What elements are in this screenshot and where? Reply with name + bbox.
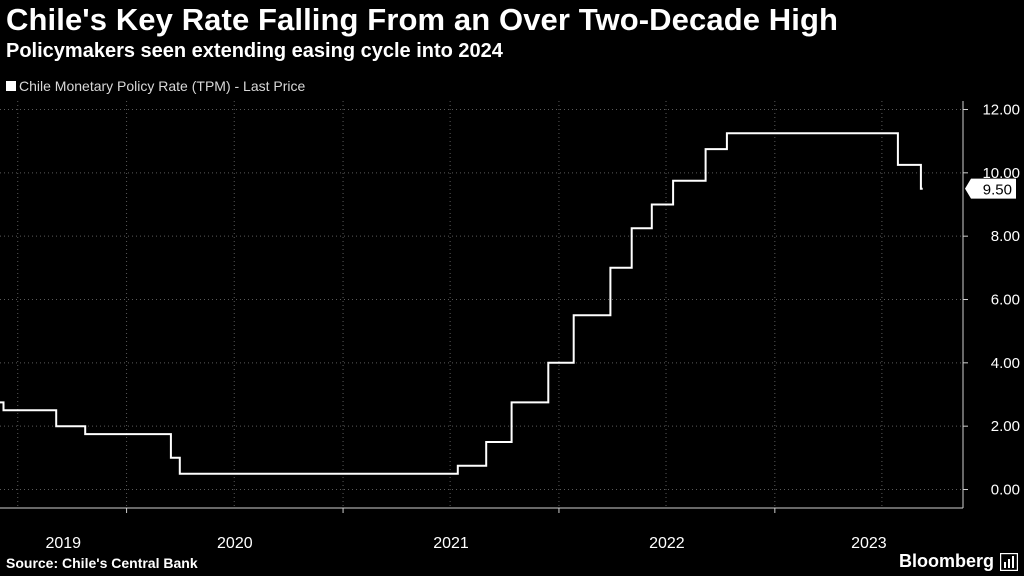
chart-title: Chile's Key Rate Falling From an Over Tw… xyxy=(6,2,839,37)
x-tick-label: 2022 xyxy=(649,535,685,552)
y-tick-label: 10.00 xyxy=(982,165,1020,182)
legend-label: Chile Monetary Policy Rate (TPM) - Last … xyxy=(19,78,306,94)
x-tick-label: 2020 xyxy=(217,535,253,552)
x-tick-label: 2023 xyxy=(851,535,887,552)
bloomberg-logo: Bloomberg xyxy=(898,551,994,571)
x-tick-label: 2019 xyxy=(45,535,81,552)
y-tick-label: 0.00 xyxy=(991,482,1020,499)
y-tick-label: 12.00 xyxy=(982,102,1020,119)
chart-subtitle: Policymakers seen extending easing cycle… xyxy=(6,40,503,62)
y-tick-label: 4.00 xyxy=(991,355,1020,372)
last-value-label-bg xyxy=(965,178,1016,199)
y-tick-label: 2.00 xyxy=(991,418,1020,435)
series-line xyxy=(0,132,923,475)
y-tick-label: 6.00 xyxy=(991,292,1020,309)
x-tick-label: 2021 xyxy=(433,535,469,552)
chart-legend: Chile Monetary Policy Rate (TPM) - Last … xyxy=(6,78,305,94)
source-note: Source: Chile's Central Bank xyxy=(6,555,198,571)
legend-swatch xyxy=(6,81,16,91)
last-value-label: 9.50 xyxy=(983,182,1012,199)
bloomberg-chart-icon xyxy=(1000,553,1018,571)
y-tick-label: 8.00 xyxy=(991,228,1020,245)
